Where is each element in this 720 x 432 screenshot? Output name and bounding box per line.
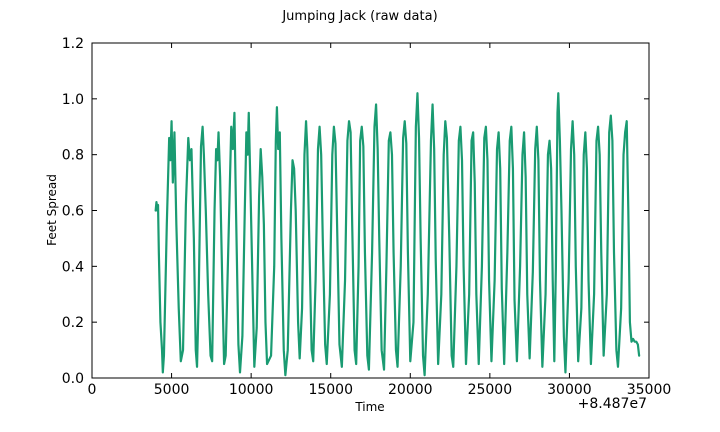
y-tick-label: 0.4 — [62, 259, 84, 275]
y-tick-label: 0.0 — [62, 371, 84, 387]
y-tick-label: 1.2 — [62, 36, 84, 52]
series-line-feet-spread — [154, 92, 641, 377]
y-axis-label: Feet Spread — [45, 174, 59, 246]
x-tick-label: 15000 — [308, 382, 353, 398]
y-tick-label: 0.6 — [62, 204, 84, 220]
x-tick-label: 35000 — [627, 382, 672, 398]
y-tick-label: 1.0 — [62, 92, 84, 108]
chart-title: Jumping Jack (raw data) — [281, 9, 437, 24]
axes: 0 5000 10000 15000 20000 25000 30000 35000 0.0 0.… — [62, 36, 672, 398]
x-tick-label: 25000 — [468, 382, 513, 398]
x-axis-offset-label: +8.487e7 — [578, 396, 647, 412]
series-layer — [154, 92, 641, 377]
x-axis-label: Time — [354, 400, 384, 414]
x-tick-label: 10000 — [229, 382, 274, 398]
y-tick-label: 0.2 — [62, 315, 84, 331]
x-tick-label: 20000 — [388, 382, 433, 398]
x-tick-label: 0 — [88, 382, 97, 398]
y-tick-label: 0.8 — [62, 148, 84, 164]
x-tick-label: 5000 — [154, 382, 190, 398]
x-tick-label: 30000 — [547, 382, 592, 398]
